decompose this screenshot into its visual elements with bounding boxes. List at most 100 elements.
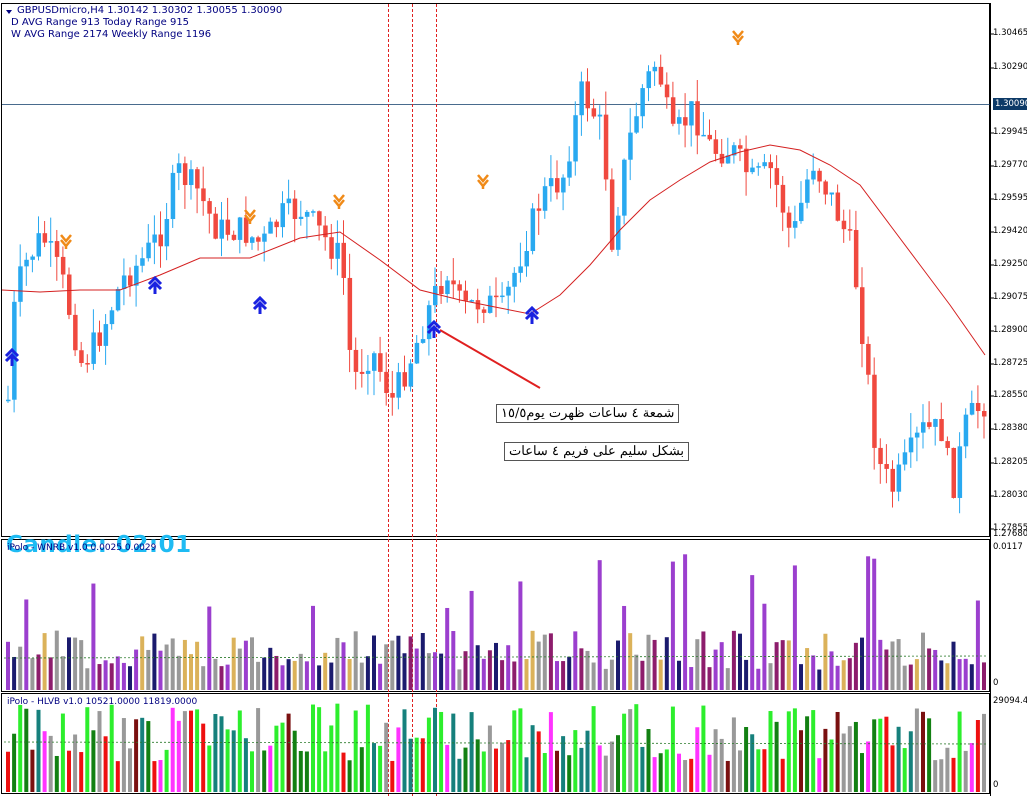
candle-body <box>317 211 322 226</box>
wnrb-bar <box>518 581 523 690</box>
wnrb-bar <box>853 642 858 690</box>
hlvb-bar <box>103 736 108 792</box>
wnrb-bar <box>567 656 572 690</box>
candle-body <box>225 219 231 235</box>
wnrb-bar <box>115 656 120 690</box>
candle-body <box>30 256 35 260</box>
hlvb-bar <box>853 721 858 792</box>
candle-body <box>445 280 450 295</box>
price-level-label: 1.30465 <box>993 28 1027 38</box>
hlvb-title: iPolo - HLVB v1.0 10521.0000 11819.0000 <box>7 697 198 707</box>
candle-body <box>658 66 664 85</box>
wnrb-bar <box>890 641 895 690</box>
candle-body <box>799 202 804 222</box>
hlvb-bar <box>829 739 834 792</box>
wnrb-bar <box>951 641 956 690</box>
wnrb-bar <box>365 656 370 690</box>
candle-body <box>311 211 316 213</box>
hlvb-bar <box>164 749 169 792</box>
candle-body <box>170 172 176 220</box>
candle-body <box>18 266 23 302</box>
annotation-text-1[interactable]: شمعة ٤ ساعات ظهرت يوم١٥/٥ <box>496 404 680 423</box>
wnrb-bar <box>908 664 913 690</box>
hlvb-bar <box>921 711 925 792</box>
symbol-dropdown-icon[interactable] <box>6 10 12 14</box>
candle-body <box>469 300 475 302</box>
wnrb-bar <box>500 660 505 690</box>
wnrb-bar <box>512 661 517 690</box>
candle-body <box>512 272 517 287</box>
buy-arrow-icon <box>524 305 540 324</box>
wnrb-bar <box>969 664 974 690</box>
candle-body <box>372 353 377 371</box>
candle-body <box>744 148 749 173</box>
wnrb-bar <box>372 635 376 690</box>
hlvb-bar <box>542 753 547 792</box>
hlvb-bar <box>933 760 938 792</box>
candle-body <box>530 208 536 252</box>
hlvb-bar <box>30 749 35 792</box>
wnrb-bar <box>317 665 322 690</box>
candle-body <box>860 287 865 344</box>
hlvb-bar <box>799 730 803 792</box>
candle-body <box>853 230 859 288</box>
candle-body <box>866 343 871 375</box>
hlvb-bar <box>695 727 700 792</box>
candle-body <box>494 295 499 298</box>
hlvb-bar <box>683 760 688 792</box>
wnrb-bar <box>164 644 169 690</box>
wnrb-bar <box>280 665 285 690</box>
candle-body <box>738 145 743 149</box>
price-level-label: 1.27680 <box>993 529 1027 539</box>
candle-body <box>731 145 737 156</box>
price-level-label: 1.29075 <box>993 292 1027 302</box>
wnrb-bar <box>847 658 852 690</box>
wnrb-bar <box>866 556 871 690</box>
hlvb-bar <box>207 745 212 792</box>
candle-body <box>176 163 182 173</box>
hlvb-bar <box>109 704 114 792</box>
hlvb-bar <box>982 713 986 792</box>
candle-body <box>597 114 603 117</box>
candle-body <box>347 277 353 350</box>
candle-body <box>304 211 310 217</box>
candle-body <box>384 371 389 394</box>
candle-body <box>60 256 66 275</box>
buy-arrow-icon <box>252 295 268 314</box>
wnrb-bar <box>341 642 346 690</box>
candle-timer: Candle: 02:01 <box>6 532 192 558</box>
wnrb-bar <box>109 663 114 690</box>
wnrb-bar <box>933 649 938 690</box>
hlvb-bar <box>359 747 364 792</box>
candle-body <box>121 275 127 290</box>
hlvb-bar <box>201 723 206 792</box>
wnrb-bar <box>536 641 541 690</box>
sell-arrow-icon <box>333 194 345 209</box>
hlvb-bar <box>555 750 559 792</box>
wnrb-bar <box>359 662 364 690</box>
wnrb-bar <box>6 641 10 690</box>
hlvb-bar <box>670 706 675 792</box>
wnrb-bar <box>555 661 559 690</box>
candle-body <box>518 266 523 273</box>
buy-arrow-icon <box>4 347 20 366</box>
candle-body <box>6 399 11 402</box>
wnrb-bar <box>268 647 273 690</box>
annotation-text-2[interactable]: بشكل سليم على فريم ٤ ساعات <box>504 442 690 461</box>
wnrb-bar <box>12 656 17 690</box>
candle-body <box>805 179 810 203</box>
wnrb-bar <box>963 658 968 690</box>
hlvb-bar <box>707 754 712 792</box>
wnrb-bar <box>634 654 639 690</box>
wnrb-bar <box>439 653 444 690</box>
candle-body <box>128 275 133 286</box>
candle-body <box>945 441 950 448</box>
wnrb-bar <box>921 632 925 690</box>
candle-body <box>823 181 828 195</box>
wnrb-bar <box>835 665 840 690</box>
symbol-quote-line: GBPUSDmicro,H4 1.30142 1.30302 1.30055 1… <box>17 5 283 16</box>
wnrb-bar <box>219 666 224 690</box>
candle-body <box>573 115 578 162</box>
